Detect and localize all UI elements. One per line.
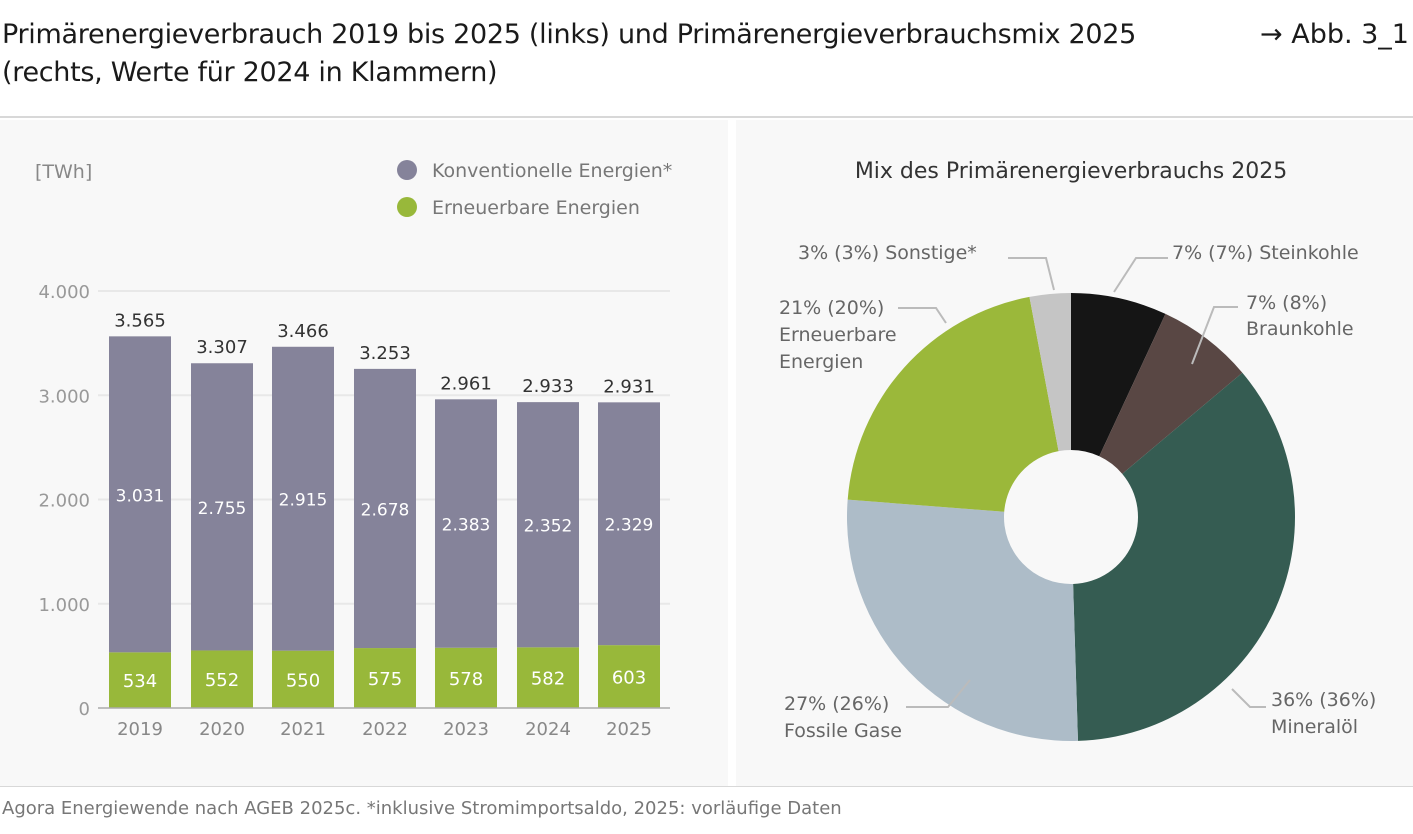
bar-label-renewable: 552 bbox=[205, 670, 239, 691]
bar-label-renewable: 582 bbox=[531, 669, 565, 690]
x-tick-label: 2021 bbox=[280, 719, 326, 740]
bar-total-label: 3.466 bbox=[277, 321, 329, 342]
pie-slice bbox=[1071, 293, 1166, 457]
x-tick-label: 2022 bbox=[362, 719, 408, 740]
source-note: Agora Energiewende nach AGEB 2025c. *ink… bbox=[2, 798, 842, 819]
pie-slice-label: 27% (26%) bbox=[784, 693, 889, 715]
pie-slice-label: Energien bbox=[779, 351, 863, 373]
bar-total-label: 2.931 bbox=[603, 376, 655, 397]
bar-label-renewable: 550 bbox=[286, 670, 320, 691]
pie-slice-label: 3% (3%) Sonstige* bbox=[798, 242, 977, 264]
pie-slice bbox=[1099, 313, 1243, 474]
pie-slice-label: Erneuerbare bbox=[779, 324, 897, 346]
bar-label-conventional: 3.031 bbox=[116, 486, 165, 506]
bar-label-renewable: 603 bbox=[612, 668, 646, 689]
bar-conventional bbox=[191, 363, 253, 651]
legend-marker-conventional bbox=[397, 160, 417, 180]
bar-conventional bbox=[354, 368, 416, 649]
bar-label-renewable: 534 bbox=[123, 671, 157, 692]
bar-label-conventional: 2.383 bbox=[442, 516, 491, 536]
bar-conventional bbox=[598, 402, 660, 646]
bar-label-conventional: 2.352 bbox=[524, 517, 573, 537]
pie-slice bbox=[1029, 293, 1071, 452]
x-tick-label: 2019 bbox=[117, 719, 163, 740]
leader-line bbox=[1113, 257, 1168, 293]
bar-renewable bbox=[435, 647, 497, 708]
bar-label-renewable: 578 bbox=[449, 669, 483, 690]
bar-total-label: 2.961 bbox=[440, 373, 492, 394]
bar-conventional bbox=[272, 346, 334, 651]
bar-renewable bbox=[191, 650, 253, 708]
pie-slice-label: 21% (20%) bbox=[779, 297, 884, 319]
leader-line bbox=[898, 307, 947, 324]
legend-label-renewable: Erneuerbare Energien bbox=[432, 197, 640, 219]
pie-slice-label: Mineralöl bbox=[1271, 716, 1358, 738]
x-tick-label: 2025 bbox=[606, 719, 652, 740]
bar-total-label: 2.933 bbox=[522, 376, 574, 397]
y-tick-label: 3.000 bbox=[38, 386, 90, 407]
bar-conventional bbox=[435, 399, 497, 648]
figure-reference: → Abb. 3_1 bbox=[1260, 19, 1409, 50]
pie-slice bbox=[846, 499, 1078, 741]
pie-slice-label: Fossile Gase bbox=[784, 720, 902, 742]
bar-conventional bbox=[517, 402, 579, 648]
pie-title: Mix des Primärenergieverbrauchs 2025 bbox=[855, 159, 1287, 184]
x-tick-label: 2020 bbox=[199, 719, 245, 740]
x-tick-label: 2024 bbox=[525, 719, 571, 740]
bar-renewable bbox=[354, 648, 416, 708]
leader-line bbox=[906, 679, 971, 708]
legend-label-conventional: Konventionelle Energien* bbox=[432, 160, 672, 182]
y-tick-label: 0 bbox=[79, 699, 90, 720]
pie-slice-label: 7% (7%) Steinkohle bbox=[1172, 242, 1359, 264]
bar-total-label: 3.253 bbox=[359, 343, 411, 364]
bar-label-conventional: 2.915 bbox=[279, 491, 328, 511]
bar-renewable bbox=[272, 650, 334, 708]
pie-chart: Mix des Primärenergieverbrauchs 2025 7% … bbox=[779, 159, 1376, 742]
x-tick-label: 2023 bbox=[443, 719, 489, 740]
y-axis-unit: [TWh] bbox=[35, 161, 92, 183]
pie-slice-label: 7% (8%) bbox=[1246, 292, 1327, 314]
bar-label-conventional: 2.329 bbox=[605, 516, 654, 536]
y-tick-label: 1.000 bbox=[38, 595, 90, 616]
bar-label-conventional: 2.755 bbox=[198, 499, 247, 519]
bar-label-renewable: 575 bbox=[368, 669, 402, 690]
chart-title: Primärenergieverbrauch 2019 bis 2025 (li… bbox=[2, 19, 1137, 88]
pie-slice bbox=[1073, 372, 1295, 741]
leader-line bbox=[1008, 257, 1055, 291]
bar-renewable bbox=[109, 652, 171, 708]
bar-renewable bbox=[598, 645, 660, 708]
bar-total-label: 3.307 bbox=[196, 337, 248, 358]
legend-marker-renewable bbox=[397, 197, 417, 217]
bar-conventional bbox=[109, 336, 171, 653]
bottom-divider bbox=[0, 786, 1413, 787]
pie-slice-label: 36% (36%) bbox=[1271, 689, 1376, 711]
bar-total-label: 3.565 bbox=[114, 310, 166, 331]
y-tick-label: 2.000 bbox=[38, 491, 90, 512]
pie-slice bbox=[847, 296, 1059, 512]
top-divider bbox=[0, 116, 1413, 118]
bar-chart: [TWh] Konventionelle Energien* Erneuerba… bbox=[35, 160, 672, 740]
leader-line bbox=[1191, 306, 1238, 365]
y-tick-label: 4.000 bbox=[38, 282, 90, 303]
bar-label-conventional: 2.678 bbox=[361, 500, 410, 520]
bar-renewable bbox=[517, 647, 579, 708]
leader-line bbox=[1231, 688, 1266, 708]
pie-slice-label: Braunkohle bbox=[1246, 318, 1354, 340]
